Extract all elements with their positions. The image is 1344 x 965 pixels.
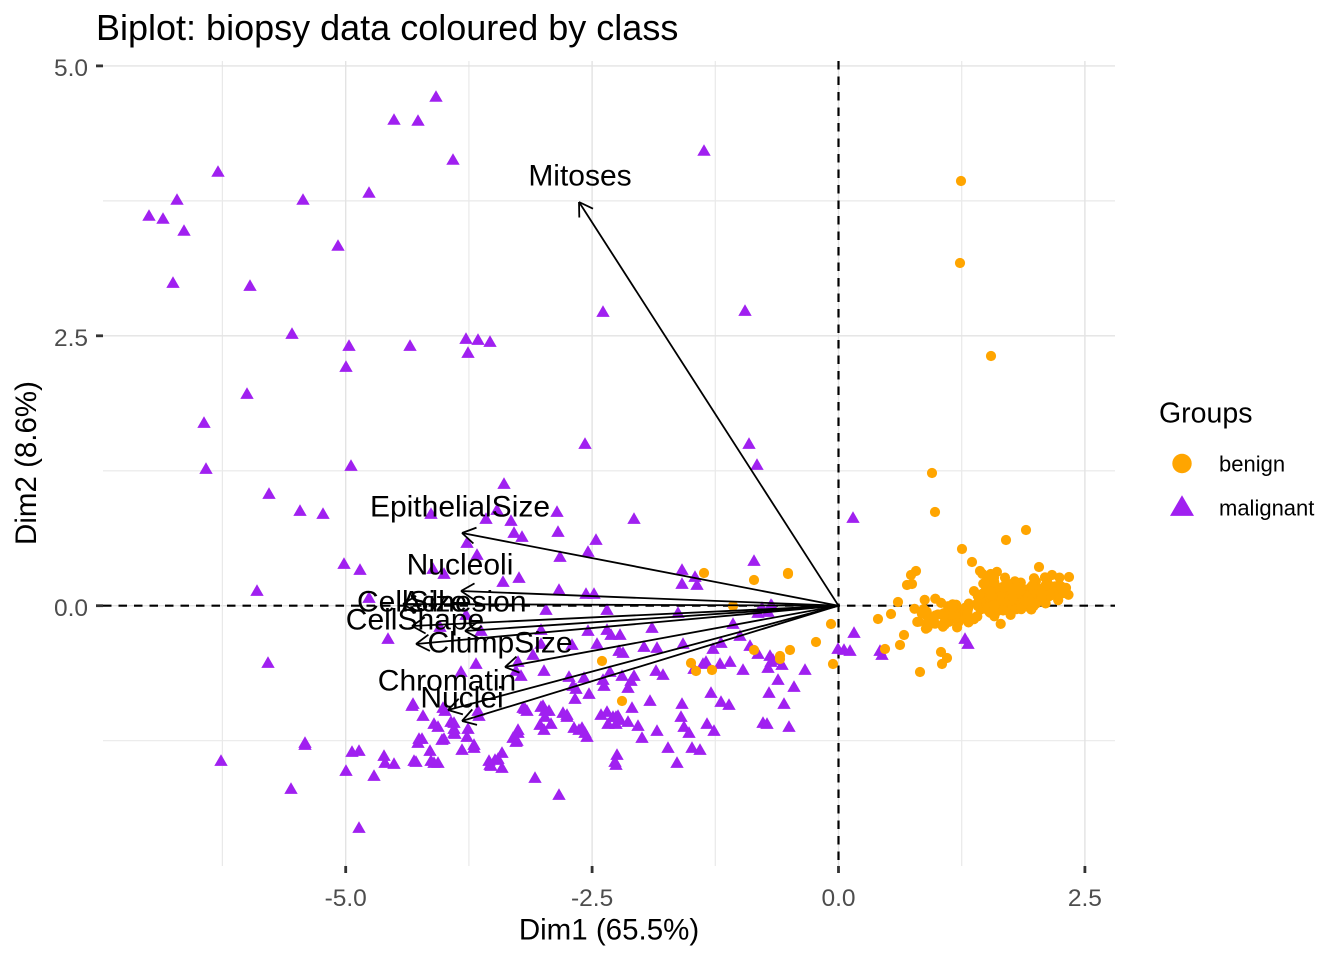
svg-text:EpithelialSize: EpithelialSize bbox=[370, 491, 550, 524]
svg-text:Biplot: biopsy data coloured b: Biplot: biopsy data coloured by class bbox=[96, 7, 678, 48]
svg-text:Dim2 (8.6%): Dim2 (8.6%) bbox=[10, 381, 43, 545]
svg-text:Dim1 (65.5%): Dim1 (65.5%) bbox=[519, 914, 699, 947]
svg-text:5.0: 5.0 bbox=[54, 55, 88, 82]
svg-text:2.5: 2.5 bbox=[1068, 885, 1102, 912]
svg-text:0.0: 0.0 bbox=[54, 595, 88, 622]
svg-text:Groups: Groups bbox=[1159, 398, 1252, 430]
svg-text:2.5: 2.5 bbox=[54, 325, 88, 352]
svg-text:malignant: malignant bbox=[1219, 496, 1314, 521]
svg-text:Mitoses: Mitoses bbox=[528, 160, 631, 193]
svg-text:-5.0: -5.0 bbox=[325, 885, 367, 912]
svg-text:0.0: 0.0 bbox=[821, 885, 855, 912]
svg-text:-2.5: -2.5 bbox=[571, 885, 613, 912]
svg-text:benign: benign bbox=[1219, 452, 1285, 477]
svg-text:Nucleoli: Nucleoli bbox=[407, 549, 514, 582]
